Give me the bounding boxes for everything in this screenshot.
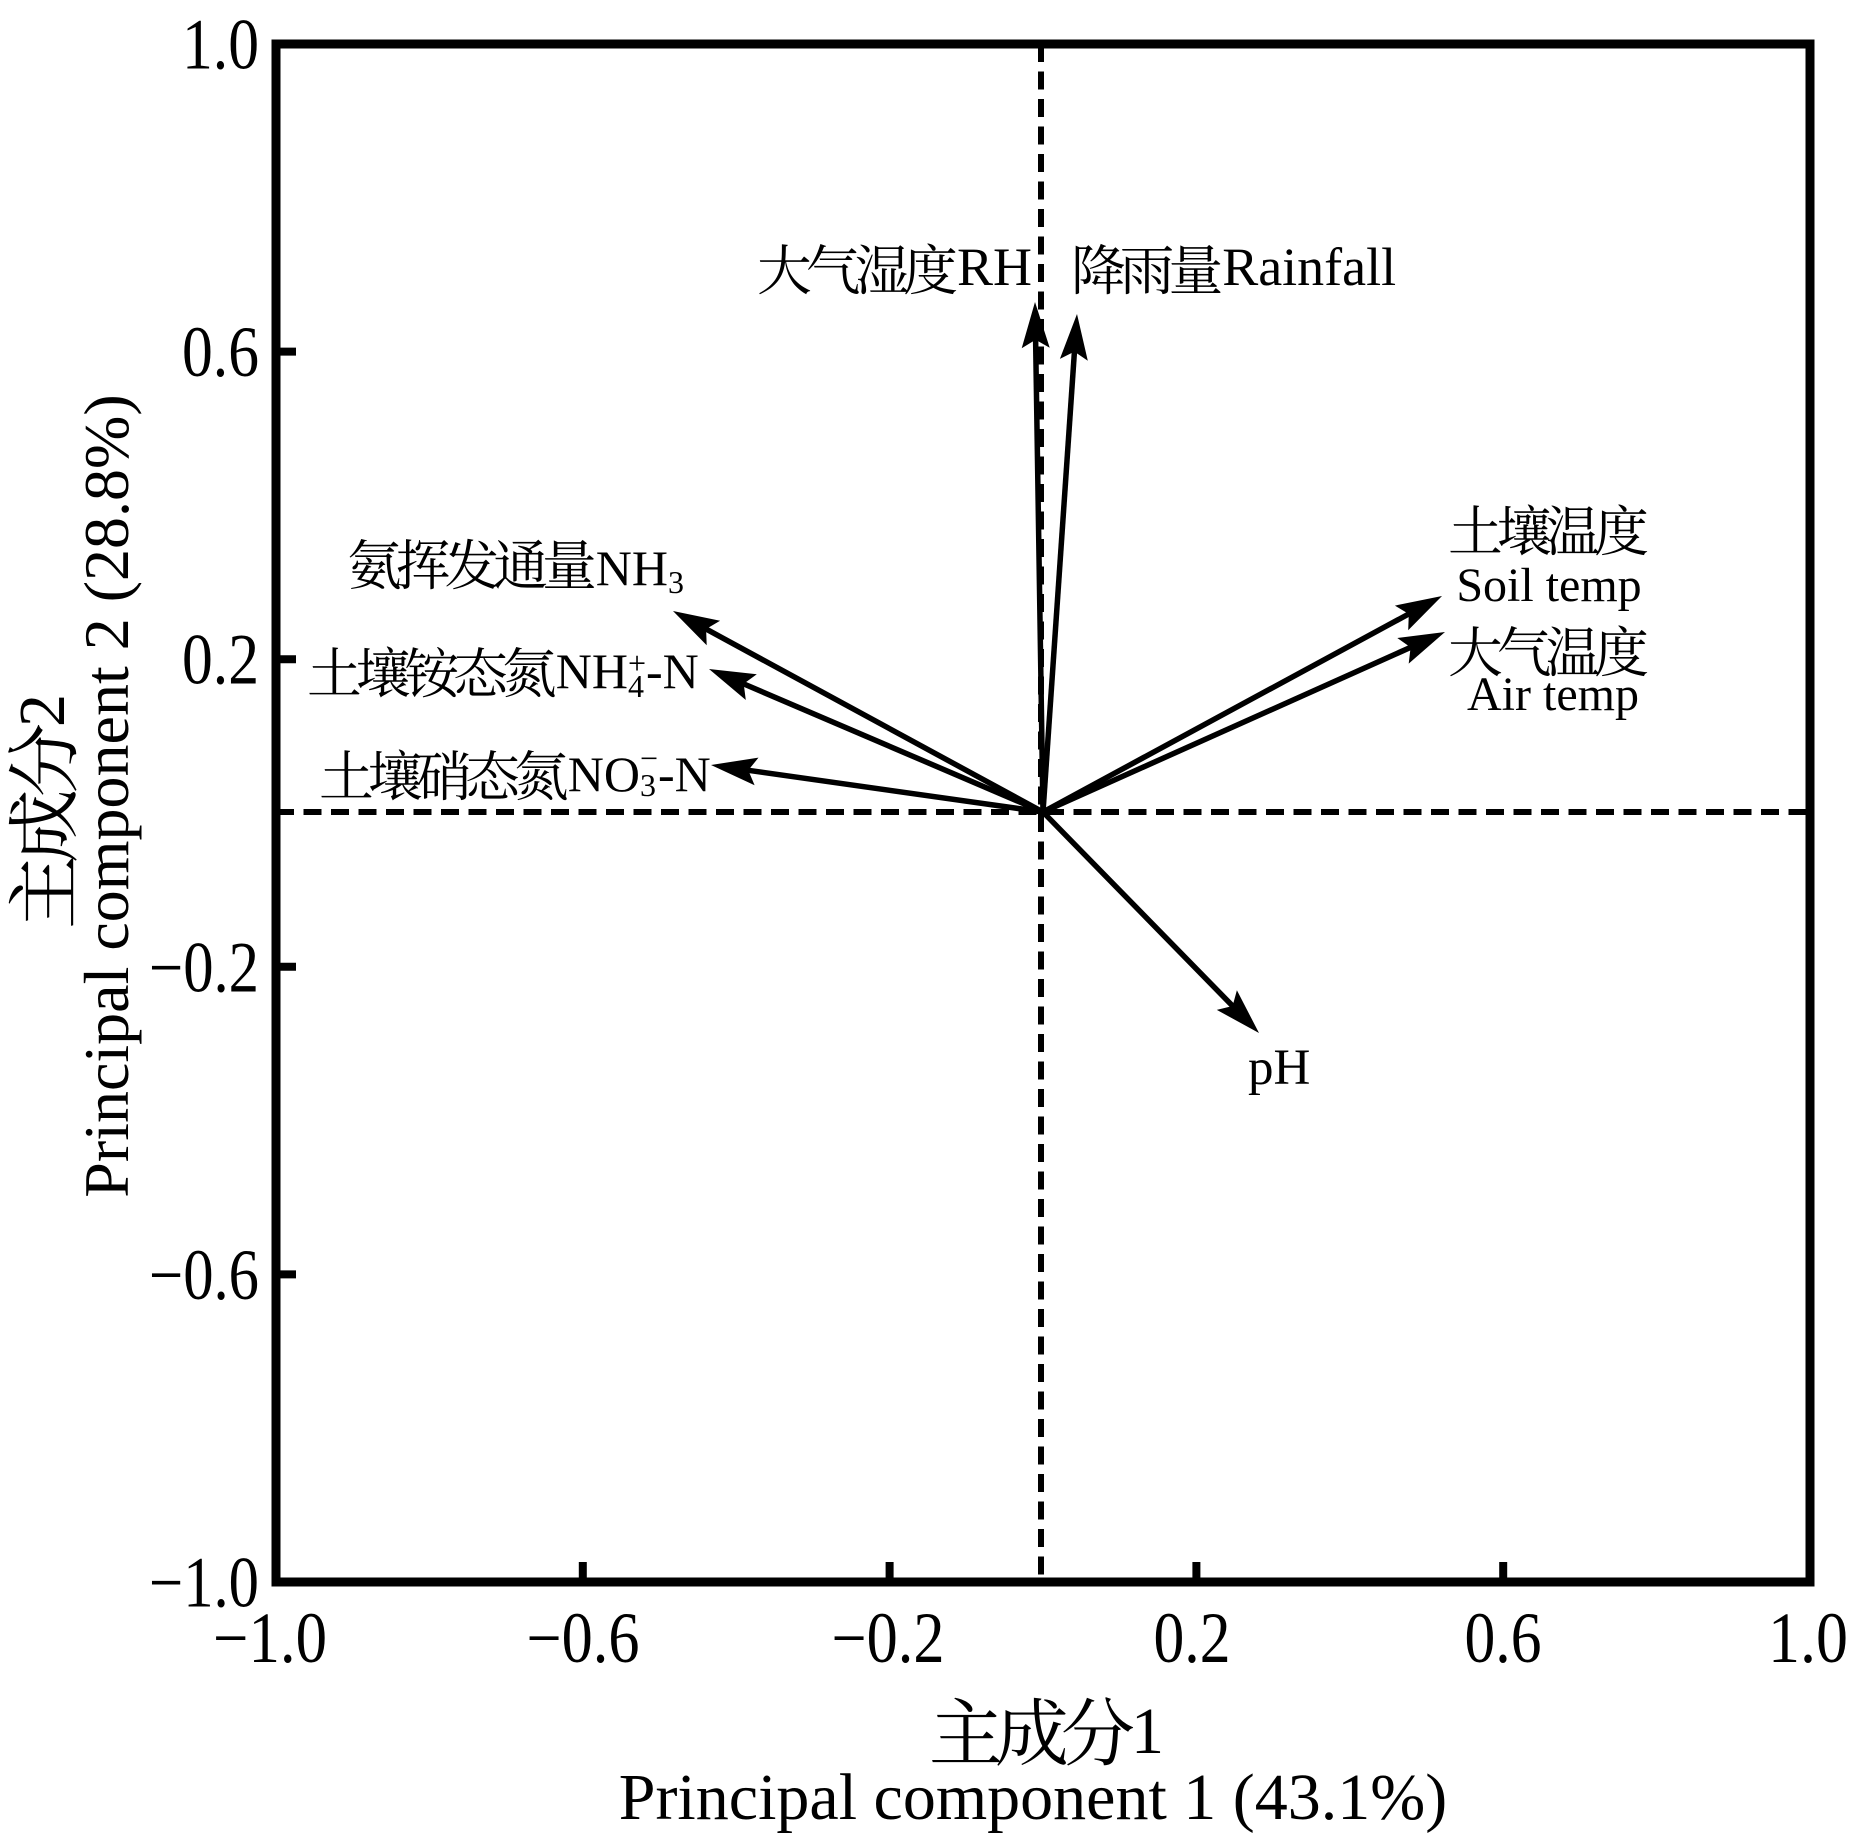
svg-text:+: +: [628, 645, 646, 681]
svg-text:4: 4: [628, 668, 644, 704]
svg-text:NH: NH: [596, 540, 668, 596]
svg-text:−0.2: −0.2: [149, 927, 259, 1007]
svg-text:0.2: 0.2: [182, 620, 259, 700]
svg-text:−0.2: −0.2: [832, 1598, 945, 1678]
svg-text:NH: NH: [556, 643, 628, 699]
svg-text:1.0: 1.0: [1768, 1598, 1848, 1678]
svg-text:−1.0: −1.0: [149, 1543, 259, 1623]
svg-text:1: 1: [1131, 1695, 1164, 1768]
svg-text:2: 2: [6, 694, 79, 727]
svg-text:−0.6: −0.6: [149, 1235, 259, 1315]
svg-text:1.0: 1.0: [182, 5, 259, 85]
svg-text:NO: NO: [568, 746, 640, 802]
svg-text:Soil temp: Soil temp: [1456, 559, 1641, 612]
svg-text:−: −: [640, 740, 658, 776]
svg-text:Air temp: Air temp: [1467, 668, 1639, 721]
svg-text:0.6: 0.6: [1465, 1598, 1542, 1678]
svg-text:-N: -N: [658, 746, 711, 802]
svg-text:-N: -N: [646, 643, 699, 699]
svg-text:Principal component 1 (43.1%): Principal component 1 (43.1%): [619, 1761, 1447, 1834]
svg-text:0.6: 0.6: [182, 312, 259, 392]
svg-text:0.2: 0.2: [1154, 1598, 1231, 1678]
svg-text:RH: RH: [957, 237, 1032, 297]
svg-text:3: 3: [640, 767, 656, 803]
svg-text:−1.0: −1.0: [213, 1598, 327, 1678]
svg-text:−0.6: −0.6: [527, 1598, 640, 1678]
svg-text:pH: pH: [1248, 1040, 1310, 1096]
svg-text:Rainfall: Rainfall: [1222, 237, 1396, 297]
svg-text:3: 3: [668, 564, 684, 600]
svg-text:Principal component 2 (28.8%): Principal component 2 (28.8%): [71, 394, 142, 1197]
